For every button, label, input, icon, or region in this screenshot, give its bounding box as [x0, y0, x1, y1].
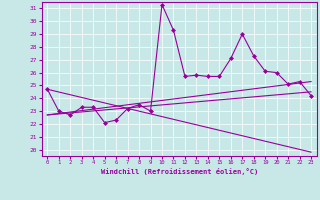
X-axis label: Windchill (Refroidissement éolien,°C): Windchill (Refroidissement éolien,°C) [100, 168, 258, 175]
